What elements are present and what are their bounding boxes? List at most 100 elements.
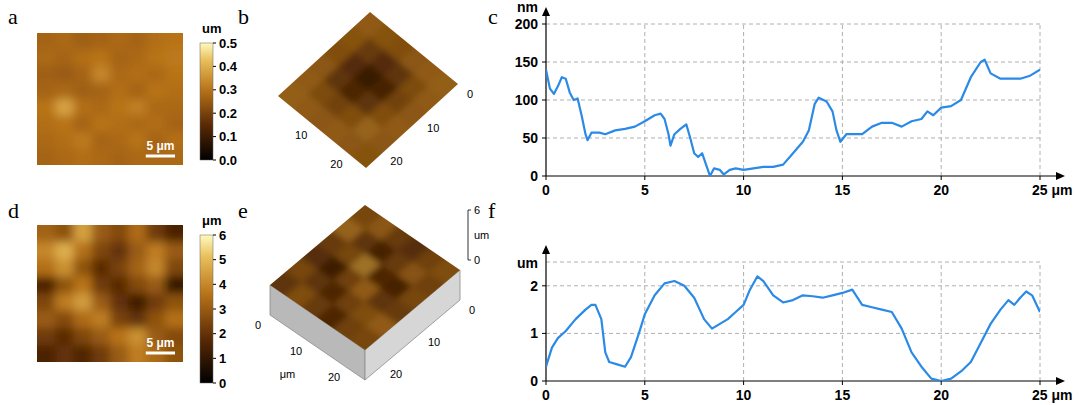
cell: [92, 328, 111, 346]
cell: [55, 328, 74, 346]
axis-label: μm: [280, 368, 296, 380]
grid-line: [743, 262, 744, 381]
cell: [128, 116, 147, 134]
cell: [92, 116, 111, 134]
colorbar-tick-label: 3: [219, 302, 226, 317]
cell: [92, 276, 111, 294]
cell: [147, 294, 166, 312]
cell: [147, 276, 166, 294]
cell: [74, 83, 93, 101]
cell: [92, 149, 111, 166]
tick: [644, 176, 645, 180]
panel-letter: a: [8, 4, 18, 29]
cell: [110, 83, 129, 101]
tick: [542, 100, 546, 101]
cell: [55, 225, 74, 243]
tick-label: 100: [515, 92, 539, 108]
cell: [55, 311, 74, 329]
cell: [55, 345, 74, 362]
colorbar-tick-label: 0: [219, 376, 226, 391]
colorbar-tick-label: 4: [219, 277, 227, 292]
cell: [110, 294, 129, 312]
cell: [74, 132, 93, 150]
tick-label: 10: [736, 387, 752, 403]
cell: [128, 242, 147, 260]
cell: [55, 99, 74, 117]
cell: [128, 259, 147, 277]
cell: [110, 225, 129, 243]
cell: [92, 50, 111, 68]
cell: [165, 99, 183, 117]
tick: [542, 24, 546, 25]
cell: [37, 328, 56, 346]
colorbar-tick-label: 0.4: [219, 59, 238, 74]
tick: [542, 285, 546, 286]
tick-label: 15: [835, 182, 851, 198]
axis-arrow: [1056, 172, 1065, 180]
axis-label: nm: [517, 0, 538, 15]
tick-label: 200: [515, 16, 539, 32]
grid-line: [546, 62, 1040, 63]
cell: [74, 259, 93, 277]
cell: [55, 294, 74, 312]
panel-letter: c: [488, 4, 498, 29]
surface: [255, 0, 480, 188]
cell: [55, 83, 74, 101]
cell: [37, 259, 56, 277]
tick: [542, 176, 546, 177]
colorbar-tick: [213, 89, 216, 90]
surface-cell: [337, 326, 393, 369]
grid-line: [644, 24, 645, 176]
tick-label: 10: [427, 122, 439, 134]
colorbar-tick: [213, 383, 216, 384]
cell: [165, 83, 183, 101]
cell: [165, 311, 183, 329]
colorbar-tick: [213, 136, 216, 137]
colorbar-tick-label: 0.3: [219, 82, 237, 97]
axis-arrow: [542, 7, 550, 16]
panel-letter: f: [488, 198, 496, 223]
y-axis: [545, 10, 546, 176]
colorbar: [200, 235, 213, 383]
tick: [542, 138, 546, 139]
cell: [37, 132, 56, 150]
image-cells: [37, 225, 183, 362]
tick-label: 0: [467, 88, 473, 100]
cell: [37, 345, 56, 362]
tick: [1040, 176, 1041, 180]
cell: [37, 225, 56, 243]
cell: [128, 149, 147, 166]
grid-line: [546, 24, 1040, 25]
cell: [147, 311, 166, 329]
surface-cells: [246, 188, 483, 369]
tick: [546, 381, 547, 385]
axis-arrow: [542, 245, 550, 254]
cell: [37, 50, 56, 68]
scale-bar: [146, 155, 175, 158]
tick: [546, 176, 547, 180]
cell: [110, 66, 129, 84]
tick-label: 150: [515, 54, 539, 70]
cell: [147, 225, 166, 243]
cell: [147, 66, 166, 84]
cell: [147, 259, 166, 277]
z-tick: [468, 210, 471, 211]
cell: [74, 328, 93, 346]
colorbar-tick-label: 0.2: [219, 106, 237, 121]
scale-bar-label: 5 μm: [146, 139, 174, 153]
cell: [147, 242, 166, 260]
grid-line: [546, 333, 1040, 334]
colorbar-label: um: [202, 21, 222, 36]
grid-line: [941, 24, 942, 176]
cell: [37, 149, 56, 166]
cell: [110, 242, 129, 260]
cell: [92, 311, 111, 329]
tick: [941, 381, 942, 385]
tick: [644, 381, 645, 385]
cell: [92, 294, 111, 312]
tick: [542, 333, 546, 334]
tick: [542, 62, 546, 63]
tick-label: 10: [290, 345, 302, 357]
grid-line: [1040, 24, 1041, 176]
cell: [74, 345, 93, 362]
